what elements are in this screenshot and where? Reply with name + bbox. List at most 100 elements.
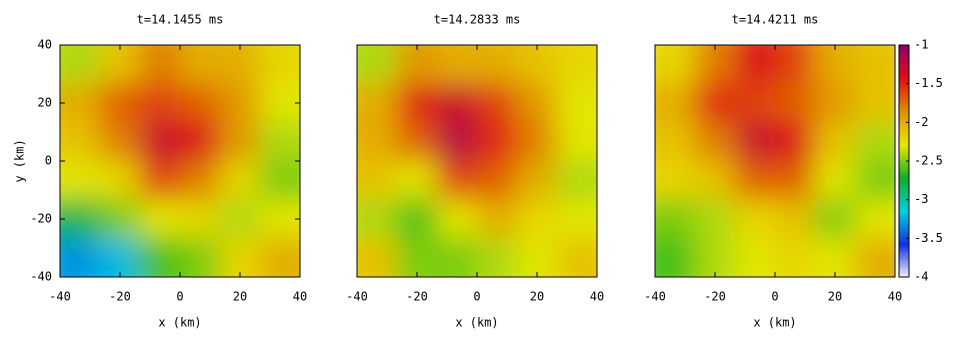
heatmap-cell <box>259 160 300 201</box>
colorbar-step <box>899 137 909 140</box>
colorbar-step <box>899 73 909 76</box>
heatmap-cell <box>436 121 478 162</box>
x-tick-label: 20 <box>530 290 544 304</box>
heatmap-cell <box>694 83 736 123</box>
heatmap-cell <box>219 121 261 162</box>
colorbar-step <box>899 95 909 98</box>
heatmap-cell <box>734 160 776 201</box>
heatmap-cell <box>814 45 856 85</box>
colorbar-step <box>899 171 909 174</box>
heatmap-cell <box>99 45 141 85</box>
x-tick-label: -40 <box>346 290 368 304</box>
colorbar-step <box>899 187 909 190</box>
colorbar-step <box>899 209 909 212</box>
colorbar-step <box>899 121 909 124</box>
x-axis-label: x (km) <box>455 316 498 330</box>
heatmap-cell <box>476 160 518 201</box>
colorbar-step <box>899 177 909 180</box>
heatmap-cell <box>396 160 438 201</box>
heatmap-cell <box>179 199 221 239</box>
heatmap-cell <box>436 237 478 277</box>
colorbar-tick-label: -3 <box>914 192 928 206</box>
heatmap-cell <box>854 83 895 123</box>
colorbar-step <box>899 265 909 268</box>
colorbar-step <box>899 83 909 86</box>
colorbar-step <box>899 223 909 226</box>
colorbar-tick-label: -1.5 <box>914 76 943 90</box>
colorbar-step <box>899 217 909 220</box>
colorbar-step <box>899 77 909 80</box>
colorbar-step <box>899 119 909 122</box>
colorbar-step <box>899 129 909 132</box>
heatmap-cell <box>854 237 895 277</box>
colorbar-step <box>899 183 909 186</box>
colorbar-step <box>899 165 909 168</box>
colorbar-step <box>899 181 909 184</box>
heatmap-cell <box>357 199 398 239</box>
heatmap-cell <box>60 121 101 162</box>
colorbar-step <box>899 135 909 138</box>
heatmap-cell <box>259 83 300 123</box>
heatmap-cell <box>655 83 696 123</box>
heatmap-cell <box>694 237 736 277</box>
colorbar-step <box>899 189 909 192</box>
heatmap-cell <box>476 45 518 85</box>
colorbar-step <box>899 75 909 78</box>
heatmap-cell <box>655 45 696 85</box>
heatmap-cell <box>139 121 181 162</box>
heatmap-cell <box>774 83 816 123</box>
colorbar-step <box>899 253 909 256</box>
colorbar-step <box>899 203 909 206</box>
colorbar-step <box>899 185 909 188</box>
heatmap-cell <box>814 199 856 239</box>
colorbar-step <box>899 85 909 88</box>
heatmap-cell <box>139 199 181 239</box>
colorbar-step <box>899 235 909 238</box>
x-tick-label: 40 <box>590 290 604 304</box>
colorbar-step <box>899 149 909 152</box>
colorbar-step <box>899 247 909 250</box>
heatmap-cell <box>516 160 558 201</box>
heatmap-cell <box>694 160 736 201</box>
colorbar-step <box>899 153 909 156</box>
colorbar-step <box>899 107 909 110</box>
colorbar-step <box>899 113 909 116</box>
heatmap-cell <box>60 160 101 201</box>
colorbar-step <box>899 123 909 126</box>
heatmap-cell <box>219 237 261 277</box>
colorbar-step <box>899 257 909 260</box>
heatmap-cell <box>476 199 518 239</box>
colorbar-step <box>899 101 909 104</box>
colorbar-step <box>899 131 909 134</box>
y-tick-label: -20 <box>30 212 52 226</box>
colorbar-step <box>899 151 909 154</box>
heatmap-cell <box>854 160 895 201</box>
colorbar-step <box>899 245 909 248</box>
colorbar-step <box>899 201 909 204</box>
heatmap-cell <box>854 199 895 239</box>
x-tick-label: -20 <box>109 290 131 304</box>
heatmap-cell <box>694 121 736 162</box>
heatmap-cell <box>396 83 438 123</box>
colorbar-step <box>899 103 909 106</box>
x-tick-label: -20 <box>406 290 428 304</box>
heatmap <box>357 45 597 277</box>
heatmap-cell <box>516 45 558 85</box>
heatmap-cell <box>556 199 597 239</box>
heatmap-cell <box>219 199 261 239</box>
colorbar-step <box>899 59 909 62</box>
heatmap-cell <box>99 83 141 123</box>
colorbar-step <box>899 195 909 198</box>
colorbar-step <box>899 127 909 130</box>
heatmap-cell <box>774 45 816 85</box>
colorbar-step <box>899 263 909 266</box>
x-tick-label: 20 <box>828 290 842 304</box>
colorbar-step <box>899 179 909 182</box>
colorbar-step <box>899 99 909 102</box>
colorbar-step <box>899 275 909 278</box>
colorbar-step <box>899 225 909 228</box>
colorbar-step <box>899 227 909 230</box>
heatmap-cell <box>179 45 221 85</box>
heatmap-cell <box>556 121 597 162</box>
colorbar-step <box>899 145 909 148</box>
